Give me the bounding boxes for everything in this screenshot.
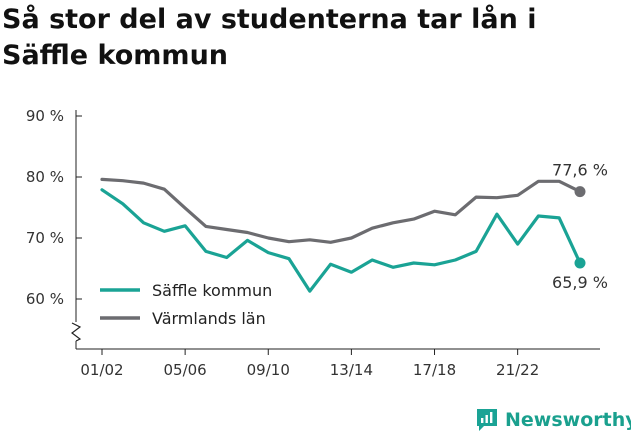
x-tick-label: 21/22 bbox=[496, 361, 539, 379]
series-line-0 bbox=[100, 188, 582, 293]
legend-label-1: Värmlands län bbox=[152, 309, 266, 328]
y-tick-label: 60 % bbox=[26, 290, 64, 308]
y-axis-break-icon bbox=[71, 322, 82, 342]
newsworthy-brand[interactable]: Newsworthy bbox=[475, 404, 631, 436]
y-axis: 90 % 80 % 70 % 60 % bbox=[26, 107, 82, 349]
x-tick-label: 13/14 bbox=[330, 361, 373, 379]
brand-name: Newsworthy bbox=[505, 409, 631, 431]
legend-label-0: Säffle kommun bbox=[152, 281, 272, 300]
chart-title: Så stor del av studenterna tar lån i Säf… bbox=[2, 4, 537, 71]
series-end-label-1: 77,6 % bbox=[552, 161, 608, 180]
series-end-marker-1 bbox=[574, 186, 586, 198]
legend: Säffle kommun Värmlands län bbox=[100, 281, 272, 328]
x-tick-label: 17/18 bbox=[413, 361, 456, 379]
series-layer: 65,9 % 77,6 % bbox=[100, 161, 608, 293]
x-axis: 01/02 05/06 09/10 13/14 17/18 21/22 bbox=[76, 348, 600, 379]
x-tick-label: 01/02 bbox=[80, 361, 123, 379]
series-end-marker-0 bbox=[574, 257, 586, 269]
x-tick-label: 05/06 bbox=[164, 361, 207, 379]
series-line-1 bbox=[100, 177, 582, 244]
y-tick-label: 80 % bbox=[26, 168, 64, 186]
newsworthy-logo-icon bbox=[477, 409, 497, 431]
y-tick-label: 90 % bbox=[26, 107, 64, 125]
x-tick-label: 09/10 bbox=[247, 361, 290, 379]
series-end-label-0: 65,9 % bbox=[552, 273, 608, 292]
y-tick-label: 70 % bbox=[26, 229, 64, 247]
